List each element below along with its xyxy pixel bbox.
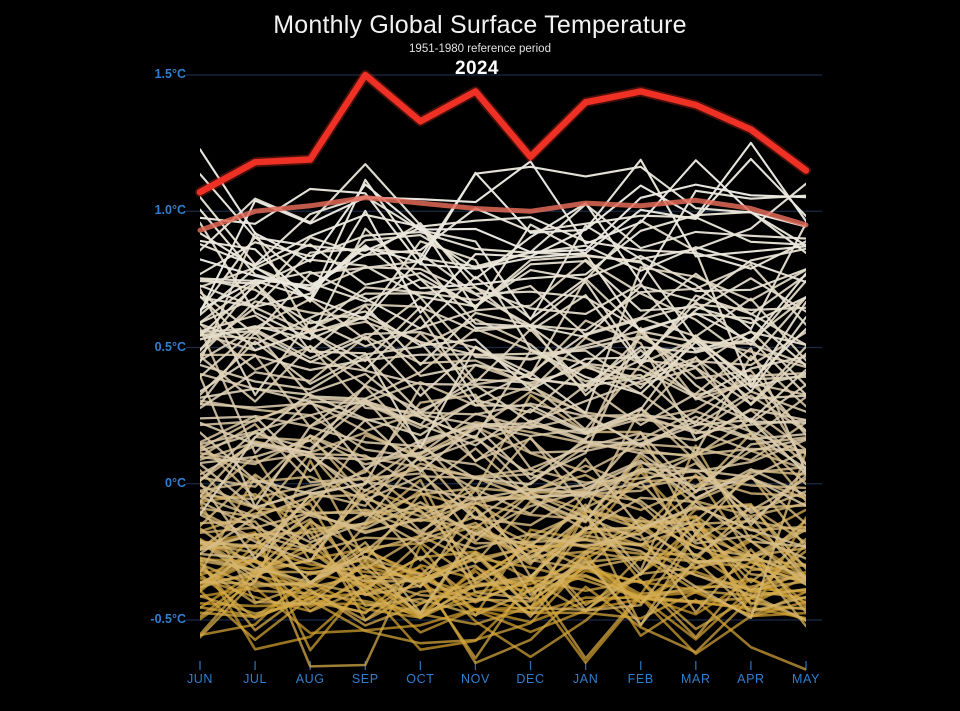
- x-axis-ticks: [199, 661, 807, 670]
- highlight-line-2024: [195, 70, 811, 198]
- historical-year-lines: [200, 141, 806, 671]
- secondary-highlight-line: [197, 195, 809, 233]
